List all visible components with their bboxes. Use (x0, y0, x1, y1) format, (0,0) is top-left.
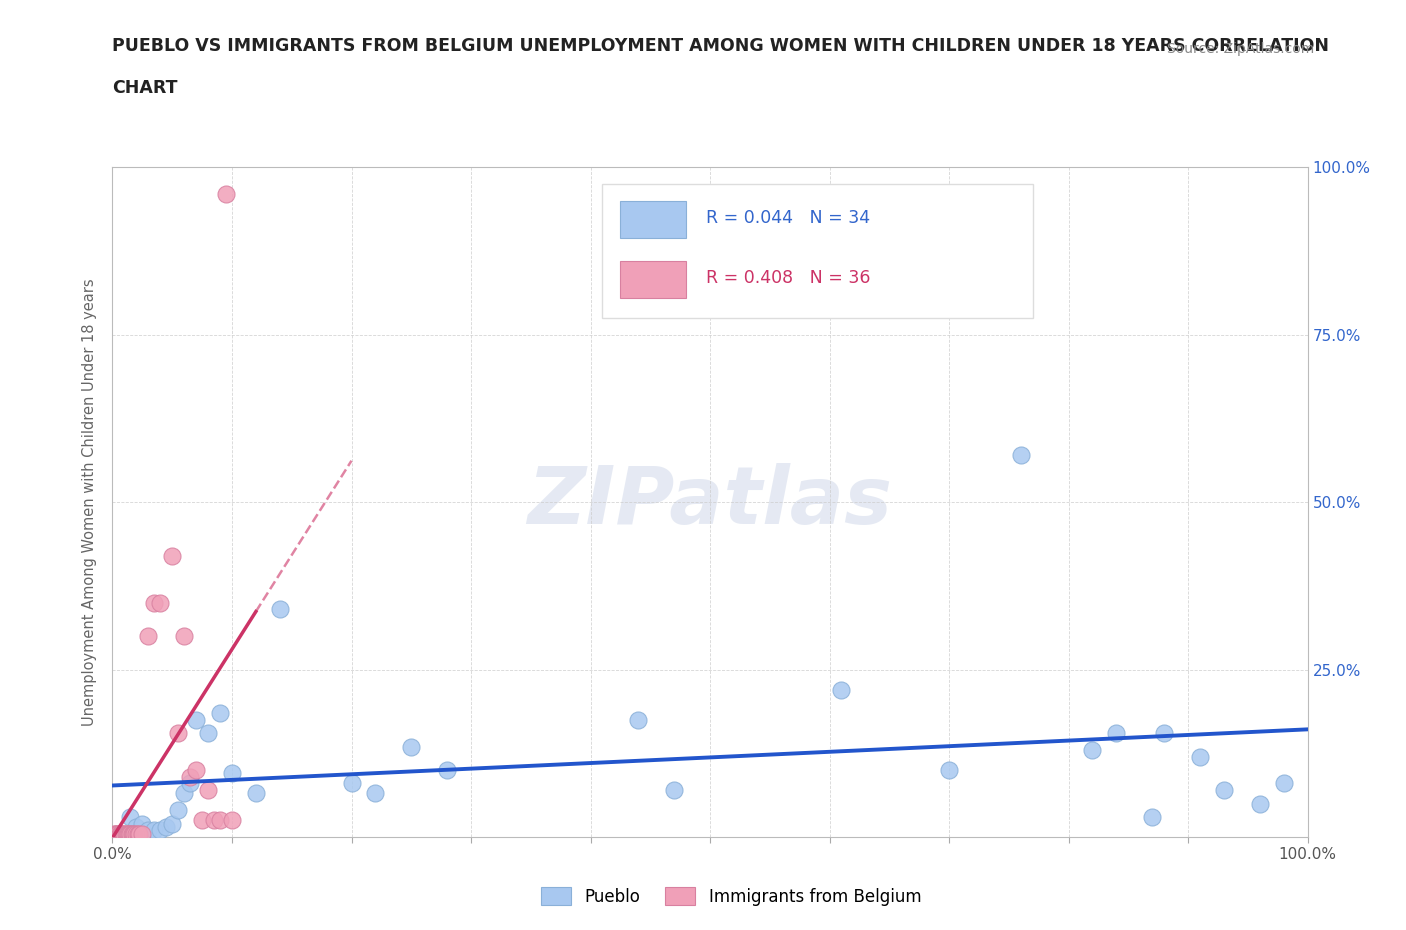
Point (105, 826, 128, 841)
Text: ZIPatlas: ZIPatlas (527, 463, 893, 541)
Point (830, 683, 852, 698)
Point (115, 826, 138, 841)
Point (138, 629, 160, 644)
Text: PUEBLO VS IMMIGRANTS FROM BELGIUM UNEMPLOYMENT AMONG WOMEN WITH CHILDREN UNDER 1: PUEBLO VS IMMIGRANTS FROM BELGIUM UNEMPL… (112, 37, 1330, 55)
Point (167, 803, 190, 817)
Point (167, 725, 190, 740)
FancyBboxPatch shape (620, 261, 686, 298)
Point (114, 826, 136, 841)
Point (1212, 783, 1236, 798)
Point (1140, 809, 1163, 824)
Point (105, 826, 128, 841)
Point (162, 549, 183, 564)
Point (127, 826, 149, 841)
Point (121, 826, 143, 841)
Point (1189, 750, 1212, 764)
Point (125, 826, 148, 841)
Text: Source: ZipAtlas.com: Source: ZipAtlas.com (1167, 42, 1315, 56)
Point (364, 786, 387, 801)
Y-axis label: Unemployment Among Women with Children Under 18 years: Unemployment Among Women with Children U… (82, 278, 97, 726)
Point (117, 826, 139, 841)
Point (120, 809, 142, 824)
Point (436, 763, 458, 777)
Point (221, 813, 243, 828)
Point (149, 595, 172, 610)
Point (179, 769, 201, 784)
Point (155, 819, 177, 834)
Point (112, 826, 135, 841)
Point (120, 826, 142, 841)
Point (143, 823, 166, 838)
Text: CHART: CHART (112, 79, 179, 97)
Point (122, 826, 145, 841)
Point (208, 813, 231, 828)
Point (340, 776, 363, 790)
Point (191, 813, 214, 828)
Point (118, 826, 141, 841)
Point (664, 783, 686, 798)
Point (197, 783, 219, 798)
Point (269, 602, 291, 617)
FancyBboxPatch shape (620, 201, 686, 238)
Point (179, 776, 201, 790)
Point (131, 826, 153, 841)
Point (186, 763, 208, 777)
Point (107, 826, 129, 841)
Point (1081, 742, 1104, 757)
Point (627, 712, 650, 727)
Point (208, 706, 231, 721)
Point (121, 826, 143, 841)
Point (125, 819, 148, 834)
Point (1272, 776, 1295, 790)
Text: R = 0.408   N = 36: R = 0.408 N = 36 (706, 269, 870, 286)
Point (173, 629, 195, 644)
Legend: Pueblo, Immigrants from Belgium: Pueblo, Immigrants from Belgium (534, 881, 928, 912)
Point (103, 826, 125, 841)
Point (149, 823, 172, 838)
Point (186, 712, 208, 727)
Point (114, 826, 135, 841)
Point (401, 739, 423, 754)
Point (202, 813, 225, 828)
Point (110, 826, 132, 841)
Point (104, 826, 127, 841)
Point (215, 187, 238, 202)
Point (197, 725, 219, 740)
Point (1153, 725, 1175, 740)
Point (938, 763, 960, 777)
Point (138, 823, 160, 838)
Point (131, 817, 153, 831)
Point (111, 826, 134, 841)
Point (1105, 725, 1128, 740)
FancyBboxPatch shape (602, 184, 1032, 318)
Point (1249, 796, 1271, 811)
Point (143, 595, 166, 610)
Text: R = 0.044   N = 34: R = 0.044 N = 34 (706, 208, 870, 227)
Point (221, 766, 243, 781)
Point (162, 817, 183, 831)
Point (173, 786, 195, 801)
Point (1010, 448, 1032, 463)
Point (128, 826, 150, 841)
Point (245, 786, 267, 801)
Point (108, 826, 131, 841)
